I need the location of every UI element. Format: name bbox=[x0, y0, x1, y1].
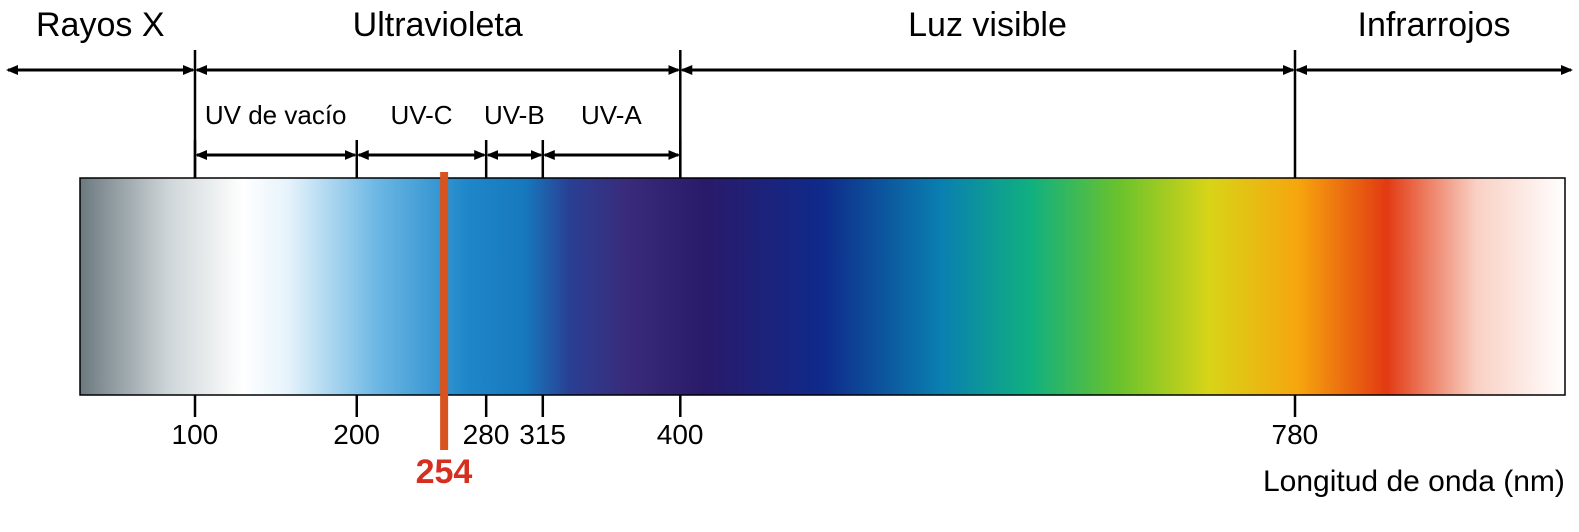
tick-label: 400 bbox=[657, 419, 704, 451]
tick-label: 315 bbox=[519, 419, 566, 451]
axis-label: Longitud de onda (nm) bbox=[1263, 465, 1565, 499]
tick-label: 100 bbox=[172, 419, 219, 451]
sub-region-label: UV-A bbox=[581, 100, 642, 131]
major-region-label: Ultravioleta bbox=[353, 6, 523, 45]
sub-region-label: UV-C bbox=[390, 100, 452, 131]
spectrum-band bbox=[80, 178, 1565, 395]
major-region-label: Luz visible bbox=[908, 6, 1067, 45]
spectrum-svg bbox=[0, 0, 1579, 532]
sub-region-label: UV-B bbox=[484, 100, 545, 131]
tick-label: 200 bbox=[333, 419, 380, 451]
tick-label: 780 bbox=[1272, 419, 1319, 451]
tick-label: 280 bbox=[463, 419, 510, 451]
highlight-label: 254 bbox=[416, 453, 473, 492]
major-region-label: Rayos X bbox=[36, 6, 165, 45]
sub-region-label: UV de vacío bbox=[205, 100, 347, 131]
major-region-label: Infrarrojos bbox=[1358, 6, 1511, 45]
